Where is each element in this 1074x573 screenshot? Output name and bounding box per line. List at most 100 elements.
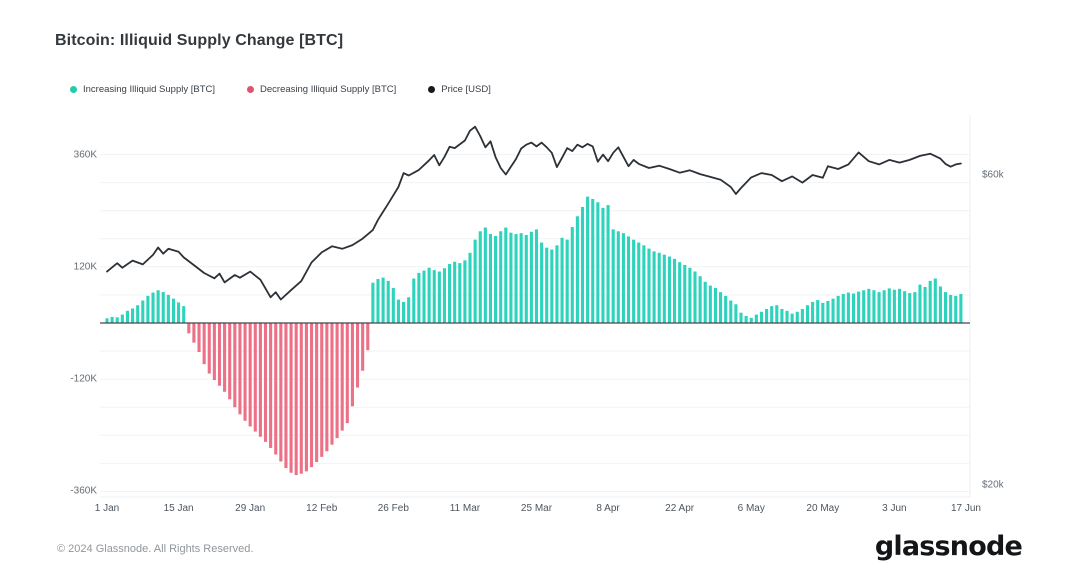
decreasing-supply-bar	[284, 323, 288, 469]
increasing-supply-bar	[626, 236, 631, 323]
increasing-supply-bar	[851, 293, 856, 323]
decreasing-supply-bar	[361, 323, 365, 371]
legend-item-increasing-supply[interactable]: Increasing Illiquid Supply [BTC]	[70, 84, 215, 95]
decreasing-supply-bar	[233, 323, 237, 408]
increasing-supply-bar	[453, 261, 457, 323]
increasing-supply-bar	[458, 263, 462, 323]
increasing-supply-bar	[565, 239, 569, 323]
decreasing-supply-bar	[350, 323, 354, 407]
increasing-supply-bar	[473, 239, 477, 323]
increasing-supply-bar	[683, 264, 687, 323]
increasing-supply-bar	[949, 294, 953, 323]
decreasing-supply-bar	[279, 323, 283, 462]
decreasing-supply-bar	[274, 323, 278, 455]
increasing-supply-bar	[790, 313, 794, 323]
x-axis-tick-label: 20 May	[806, 503, 840, 514]
increasing-supply-bar	[560, 237, 564, 323]
glassnode-logo[interactable]: glassnode	[874, 531, 1023, 562]
increasing-supply-bar	[892, 289, 896, 323]
increasing-supply-bar	[478, 231, 482, 323]
increasing-supply-bar	[688, 267, 692, 323]
decreasing-supply-bar	[192, 323, 196, 343]
increasing-supply-bar	[759, 311, 764, 323]
legend-item-decreasing-supply[interactable]: Decreasing Illiquid Supply [BTC]	[247, 84, 396, 95]
increasing-supply-bar	[432, 270, 436, 323]
increasing-supply-bar	[928, 280, 932, 323]
increasing-supply-bar	[412, 278, 416, 323]
increasing-supply-bar	[156, 290, 160, 323]
decreasing-supply-bar	[325, 323, 329, 452]
increasing-supply-bar	[632, 239, 636, 323]
increasing-supply-bar	[575, 216, 579, 323]
increasing-supply-bar	[765, 308, 769, 323]
page-title: Bitcoin: Illiquid Supply Change [BTC]	[55, 32, 344, 49]
increasing-supply-bar	[821, 302, 825, 323]
legend-item-price[interactable]: Price [USD]	[428, 84, 491, 95]
increasing-supply-bar	[744, 315, 748, 323]
increasing-supply-bar	[943, 292, 948, 323]
x-axis-tick-label: 15 Jan	[163, 503, 194, 514]
legend: Increasing Illiquid Supply [BTC] Decreas…	[70, 84, 491, 95]
increasing-supply-bar	[621, 233, 625, 323]
decreasing-supply-bar	[243, 323, 247, 421]
increasing-supply-bar	[402, 301, 406, 323]
increasing-supply-bar	[606, 205, 610, 323]
increasing-supply-bar	[146, 295, 150, 323]
plot-svg	[100, 115, 971, 498]
increasing-supply-bar	[933, 278, 937, 323]
increasing-supply-bar	[427, 267, 431, 323]
left-axis-tick-label: -120K	[70, 373, 97, 385]
decreasing-supply-bar	[299, 323, 303, 474]
x-axis-tick-label: 22 Apr	[665, 503, 695, 514]
increasing-supply-bar	[534, 229, 539, 323]
x-axis-tick-label: 6 May	[737, 503, 765, 514]
decreasing-supply-bar	[294, 323, 298, 476]
decreasing-supply-bar	[289, 323, 293, 473]
increasing-supply-bar	[555, 245, 559, 323]
increasing-supply-bar	[371, 282, 375, 323]
right-axis-tick-label: $60k	[982, 169, 1004, 181]
increasing-supply-bar	[897, 288, 902, 323]
increasing-supply-bar	[483, 227, 487, 323]
increasing-supply-bar	[524, 235, 528, 323]
increasing-supply-bar	[596, 202, 600, 323]
increasing-supply-bar	[514, 234, 518, 323]
increasing-supply-bar	[713, 287, 717, 323]
increasing-supply-bar	[867, 288, 871, 323]
plot-area[interactable]	[100, 115, 975, 500]
decreasing-supply-bar	[187, 323, 191, 334]
increasing-supply-bar	[591, 198, 595, 323]
increasing-supply-bar	[693, 271, 697, 323]
increasing-supply-bar	[580, 206, 585, 323]
increasing-supply-bar	[120, 314, 124, 323]
increasing-supply-bar	[407, 297, 411, 323]
increasing-supply-bar	[488, 234, 493, 323]
left-axis-tick-label: -360K	[70, 485, 97, 497]
x-axis-tick-label: 1 Jan	[94, 503, 120, 514]
increasing-supply-bar	[811, 301, 815, 323]
increasing-supply-bar	[800, 308, 804, 323]
increasing-supply-bar	[499, 231, 503, 323]
increasing-supply-bar	[182, 306, 186, 323]
legend-label: Increasing Illiquid Supply [BTC]	[83, 84, 216, 95]
x-axis-tick-label: 25 Mar	[520, 503, 553, 514]
increasing-supply-bar	[672, 258, 677, 323]
increasing-supply-bar	[862, 290, 866, 323]
increasing-supply-bar	[151, 292, 155, 323]
decreasing-supply-bar	[366, 323, 370, 351]
increasing-supply-bar	[616, 231, 620, 323]
increasing-supply-bar	[836, 295, 840, 323]
increasing-supply-bar	[816, 300, 820, 323]
increasing-supply-bar	[417, 272, 421, 323]
increasing-supply-bar	[734, 304, 738, 323]
increasing-supply-bar	[586, 196, 590, 323]
decreasing-supply-bar	[335, 323, 339, 439]
increasing-supply-bar	[795, 311, 799, 323]
increasing-supply-bar	[877, 292, 881, 323]
x-axis-tick-label: 3 Jun	[882, 503, 907, 514]
increasing-supply-bar	[642, 245, 646, 323]
increasing-supply-bar	[177, 302, 181, 323]
increasing-supply-bar	[959, 293, 963, 323]
increasing-supply-bar	[703, 281, 707, 323]
increasing-supply-bar	[749, 317, 753, 323]
